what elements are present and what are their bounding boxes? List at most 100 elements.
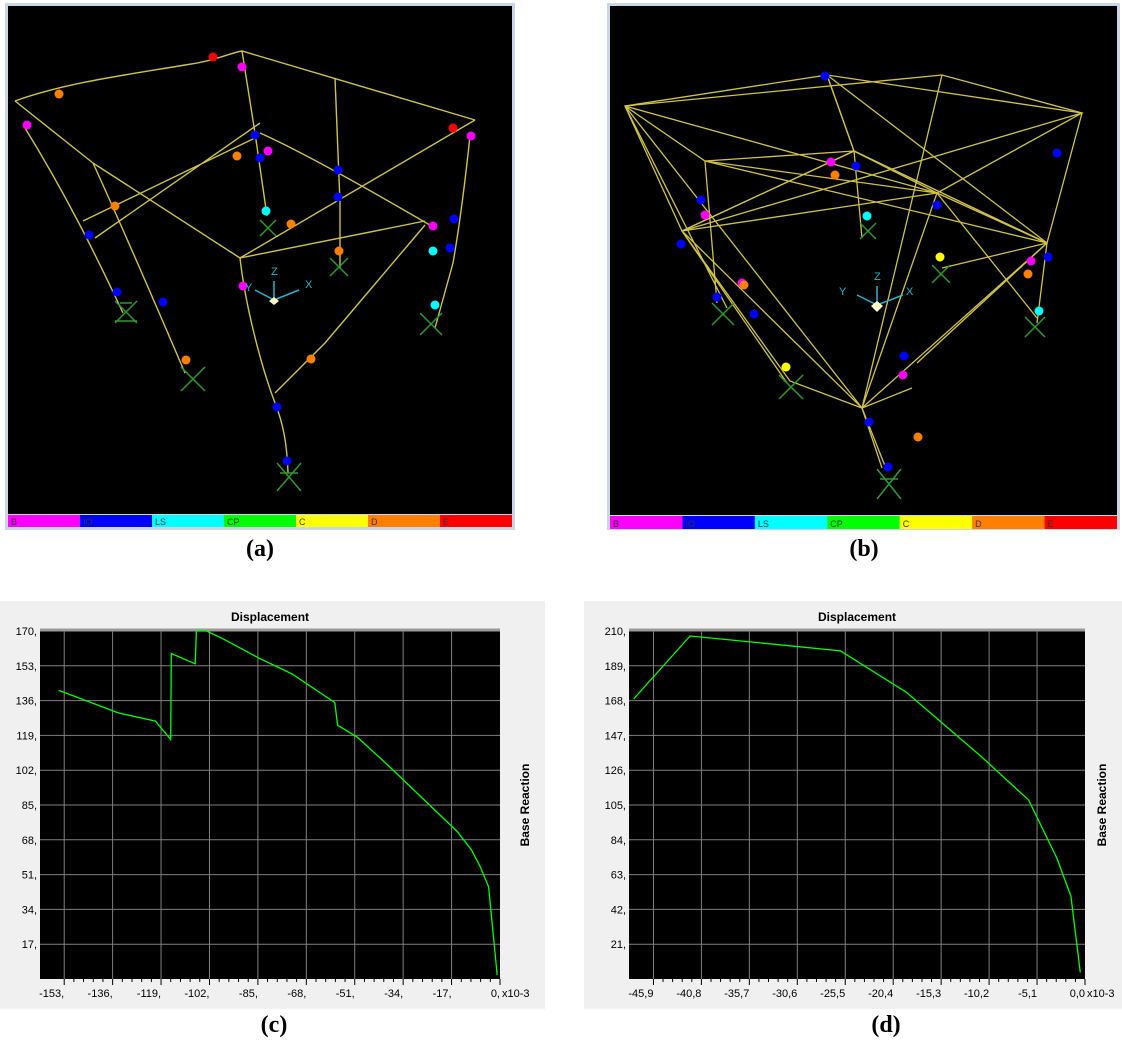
x-tick-label: -51, <box>336 988 355 1000</box>
x-tick-label: -5,1 <box>1018 988 1037 1000</box>
x-tick-label: 0, <box>491 988 500 1000</box>
chart-title: Displacement <box>818 610 896 624</box>
caption-b: (b) <box>849 536 879 562</box>
y-axis-label: Base Reaction <box>518 764 532 847</box>
legend-swatch-b <box>610 516 683 529</box>
legend-label-d: D <box>371 517 378 527</box>
legend-label-ls: LS <box>758 519 769 529</box>
x-tick-label: -68, <box>287 988 306 1000</box>
x-tick-label: -35,7 <box>724 988 749 1000</box>
y-tick-label: 168, <box>605 696 626 708</box>
frame-members-b <box>624 74 1084 472</box>
structure-view-b: Z Y X B IO LS CP C D E <box>607 3 1120 530</box>
y-tick-label: 68, <box>22 835 37 847</box>
x-tick-label: -119, <box>137 988 161 1000</box>
legend-swatch-cp <box>827 516 900 529</box>
chart-d-svg: Displacement -45,9 -40,8 -35,7 -30,6 -25,5 -20… <box>605 610 1115 1000</box>
y-axis-label: Base Reaction <box>1095 764 1109 847</box>
caption-c: (c) <box>260 1012 288 1038</box>
structure-canvas-a: Z Y X B IO LS CP C D E <box>8 6 512 527</box>
y-tick-label: 105, <box>605 800 626 812</box>
svg-text:Y: Y <box>839 286 847 298</box>
y-tick-label: 147, <box>605 730 626 742</box>
y-tick-label: 51, <box>22 870 37 882</box>
y-tick-label: 170, <box>16 626 37 638</box>
legend-swatch-d <box>368 515 440 527</box>
x-tick-label: -15,3 <box>916 988 941 1000</box>
y-tick-label: 21, <box>611 939 626 951</box>
legend-swatch-cp <box>224 515 296 527</box>
y-tick-label: 126, <box>605 765 626 777</box>
legend-label-cp: CP <box>227 517 240 527</box>
y-tick-label: 63, <box>611 870 626 882</box>
x-tick-label: -30,6 <box>772 988 797 1000</box>
legend-label-io: IO <box>685 519 695 529</box>
legend-label-e: E <box>443 517 449 527</box>
x-tick-label: -40,8 <box>676 988 701 1000</box>
pushover-chart-c: Displacement -153, -136, -119, -102, -85, -68,… <box>0 601 545 1009</box>
pushover-chart-d: Displacement -45,9 -40,8 -35,7 -30,6 -25,5 -20… <box>584 601 1122 1009</box>
svg-text:X: X <box>906 286 914 298</box>
y-tick-label: 189, <box>605 661 626 673</box>
y-tick-label: 210, <box>605 626 626 638</box>
x-tick-label: -153, <box>39 988 64 1000</box>
hinges-b <box>676 71 1062 472</box>
x-tick-label: -17, <box>433 988 452 1000</box>
legend-label-c: C <box>299 517 306 527</box>
legend-label-e: E <box>1048 519 1054 529</box>
caption-d: (d) <box>871 1012 901 1038</box>
y-tick-label: 119, <box>16 730 37 742</box>
caption-a: (a) <box>246 536 274 562</box>
support-symbols-b <box>711 222 1046 500</box>
legend-swatch-e <box>1044 516 1117 529</box>
x-tick-label: -45,9 <box>628 988 653 1000</box>
svg-text:X: X <box>305 279 313 291</box>
series-line-0 <box>58 630 498 975</box>
hinge-legend-a: B IO LS CP C D E <box>8 515 512 527</box>
legend-label-b: B <box>11 517 17 527</box>
y-tick-label: 102, <box>16 765 37 777</box>
legend-swatch-b <box>8 515 80 527</box>
axis-triad-b: Z Y X <box>839 271 914 312</box>
legend-label-c: C <box>903 519 910 529</box>
legend-label-cp: CP <box>830 519 843 529</box>
chart-title: Displacement <box>231 610 309 624</box>
x-tick-label: -102, <box>184 988 209 1000</box>
legend-swatch-c <box>296 515 368 527</box>
x-multiplier-label: x10-3 <box>502 988 530 1000</box>
y-tick-label: 17, <box>22 939 37 951</box>
x-tick-label: 0,0 <box>1070 988 1085 1000</box>
legend-label-b: B <box>613 519 619 529</box>
structure-view-a: Z Y X B IO LS CP C D E <box>5 3 515 530</box>
chart-c-svg: Displacement -153, -136, -119, -102, -85, -68,… <box>16 610 532 1000</box>
legend-label-ls: LS <box>155 517 166 527</box>
legend-swatch-e <box>440 515 512 527</box>
legend-label-io: IO <box>83 517 93 527</box>
structure-canvas-b: Z Y X B IO LS CP C D E <box>610 6 1117 529</box>
legend-label-d: D <box>975 519 982 529</box>
x-tick-label: -85, <box>239 988 258 1000</box>
legend-swatch-io <box>80 515 152 527</box>
legend-swatch-ls <box>152 515 224 527</box>
legend-swatch-d <box>972 516 1045 529</box>
y-tick-label: 34, <box>22 904 37 916</box>
y-tick-label: 42, <box>611 904 626 916</box>
y-tick-label: 84, <box>611 835 626 847</box>
y-tick-label: 85, <box>22 800 37 812</box>
x-tick-label: -136, <box>88 988 113 1000</box>
x-tick-label: -25,5 <box>820 988 845 1000</box>
axis-triad-a: Z Y X <box>245 266 313 305</box>
hinge-legend-b: B IO LS CP C D E <box>610 516 1117 529</box>
x-tick-label: -34, <box>384 988 403 1000</box>
svg-text:Z: Z <box>874 271 881 283</box>
series-line-0 <box>633 635 1081 973</box>
legend-swatch-io <box>682 516 755 529</box>
support-symbols-a <box>114 219 443 492</box>
svg-text:Y: Y <box>245 282 253 294</box>
svg-text:Z: Z <box>271 266 278 278</box>
hinges-a <box>22 52 476 466</box>
x-tick-label: -20,4 <box>868 988 893 1000</box>
y-tick-label: 136, <box>16 696 37 708</box>
y-tick-label: 153, <box>16 661 37 673</box>
x-multiplier-label: x10-3 <box>1087 988 1115 1000</box>
